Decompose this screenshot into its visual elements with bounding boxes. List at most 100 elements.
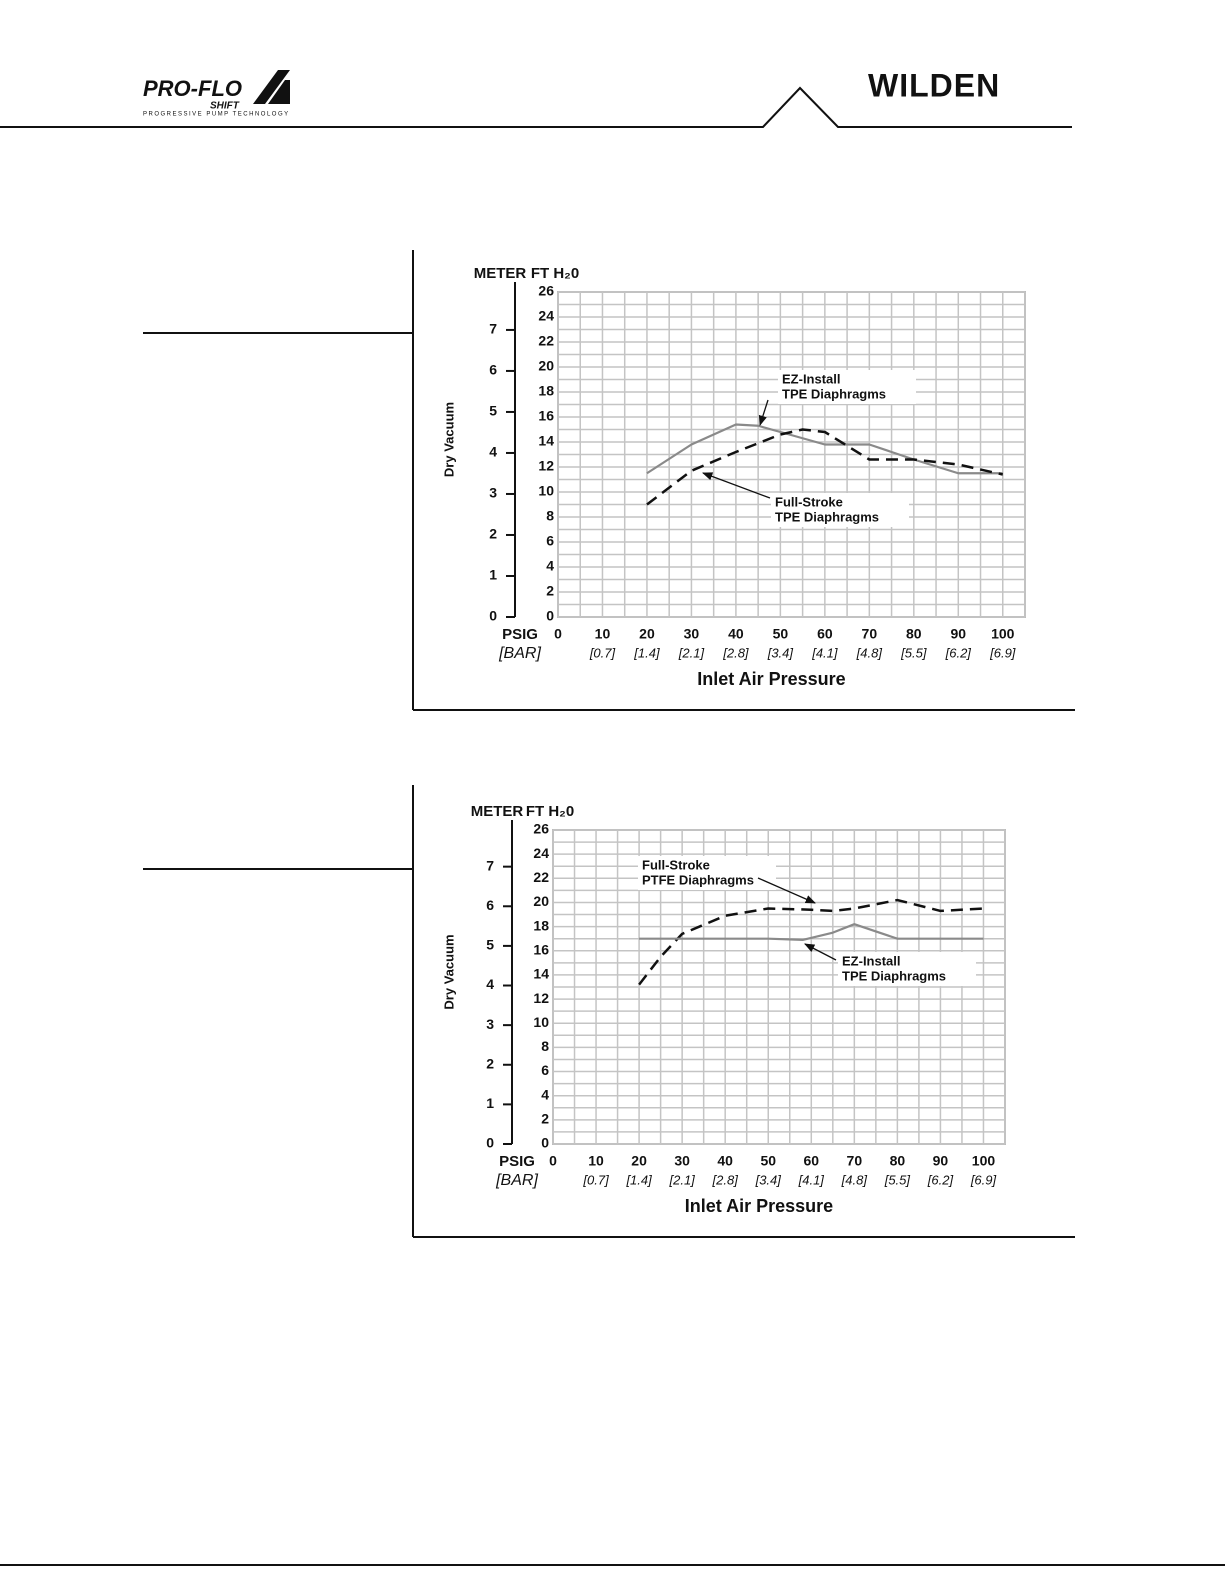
y-tick-label: 14 — [533, 966, 549, 982]
y2-tick-label: 6 — [489, 362, 497, 378]
header-rule — [0, 86, 1072, 128]
y-tick-label: 26 — [538, 283, 554, 299]
annotation-arrow — [804, 943, 837, 961]
x2-tick-label: [0.7] — [589, 645, 616, 660]
y2-tick-label: 4 — [486, 976, 494, 992]
annotation-bg — [771, 493, 909, 527]
y2-tick-label: 7 — [489, 321, 497, 337]
y-tick-label: 12 — [538, 458, 554, 474]
logo-tagline: PROGRESSIVE PUMP TECHNOLOGY — [143, 112, 290, 118]
y-tick-label: 10 — [538, 483, 554, 499]
x-tick-label: 10 — [595, 626, 611, 642]
x-tick-label: 30 — [674, 1153, 690, 1169]
series-line — [646, 428, 1004, 506]
series-line — [646, 423, 1003, 475]
series-label: EZ-Install — [782, 371, 841, 386]
x-tick-label: 0 — [554, 626, 562, 642]
series-line — [639, 923, 984, 941]
x-unit: PSIG — [502, 626, 538, 643]
y2-tick-label: 3 — [489, 485, 497, 501]
x-tick-label: 60 — [803, 1153, 819, 1169]
y-tick-label: 24 — [538, 308, 554, 324]
annotation-bg — [638, 856, 776, 890]
annotation-bg — [838, 952, 976, 986]
y2-tick-label: 6 — [486, 897, 494, 913]
x2-tick-label: [4.8] — [841, 1172, 868, 1187]
x2-tick-label: [6.9] — [970, 1172, 997, 1187]
logo-mark — [253, 70, 290, 104]
y-tick-label: 24 — [533, 845, 549, 861]
y-tick-label: 6 — [541, 1062, 549, 1078]
x2-tick-label: [5.5] — [884, 1172, 911, 1187]
brand: WILDEN — [868, 67, 1000, 103]
x-tick-label: 10 — [588, 1153, 604, 1169]
y-tick-label: 16 — [533, 941, 549, 957]
x-tick-label: 90 — [950, 626, 966, 642]
x2-tick-label: [0.7] — [582, 1172, 609, 1187]
x-axis-title: Inlet Air Pressure — [697, 669, 845, 689]
y-tick-label: 20 — [533, 893, 549, 909]
annotation-arrow — [702, 472, 771, 499]
y-tick-label: 6 — [546, 533, 554, 549]
y-tick-label: 18 — [533, 917, 549, 933]
series-label: PTFE Diaphragms — [642, 872, 754, 887]
y-tick-label: 16 — [538, 408, 554, 424]
x2-tick-label: [1.4] — [625, 1172, 652, 1187]
x-tick-label: 70 — [847, 1153, 863, 1169]
y2-tick-label: 4 — [489, 444, 497, 460]
x-tick-label: 20 — [631, 1153, 647, 1169]
y2-tick-label: 1 — [489, 567, 497, 583]
y-unit: FT H₂0 — [526, 803, 574, 820]
x-tick-label: 80 — [906, 626, 922, 642]
x-axis-title: Inlet Air Pressure — [685, 1196, 833, 1216]
y-tick-label: 22 — [533, 869, 549, 885]
x-tick-label: 80 — [890, 1153, 906, 1169]
annotation-arrow — [758, 399, 769, 426]
x2-tick-label: [6.2] — [927, 1172, 954, 1187]
y-tick-label: 8 — [541, 1038, 549, 1054]
series-label: TPE Diaphragms — [782, 386, 886, 401]
y-axis-title: Dry Vacuum — [441, 402, 456, 477]
y2-tick-label: 5 — [489, 403, 497, 419]
logo: PRO-FLO — [143, 76, 242, 101]
x2-tick-label: [6.9] — [989, 645, 1016, 660]
x2-tick-label: [4.1] — [798, 1172, 825, 1187]
x2-tick-label: [2.1] — [678, 645, 705, 660]
x-tick-label: 0 — [549, 1153, 557, 1169]
y-axis-title: Dry Vacuum — [441, 934, 456, 1009]
series-label: Full-Stroke — [642, 857, 710, 872]
y-tick-label: 4 — [541, 1086, 549, 1102]
y2-unit: METER — [471, 803, 524, 820]
y2-tick-label: 5 — [486, 937, 494, 953]
x2-tick-label: [2.1] — [668, 1172, 695, 1187]
series-label: Full-Stroke — [775, 494, 843, 509]
y2-tick-label: 2 — [486, 1055, 494, 1071]
y2-tick-label: 0 — [489, 608, 497, 624]
annotation-arrow — [757, 877, 816, 904]
x2-unit: [BAR] — [495, 1172, 538, 1189]
x2-tick-label: [1.4] — [633, 645, 660, 660]
series-label: TPE Diaphragms — [842, 968, 946, 983]
y-tick-label: 10 — [533, 1014, 549, 1030]
x-tick-label: 30 — [684, 626, 700, 642]
x-tick-label: 40 — [728, 626, 744, 642]
x2-tick-label: [4.1] — [811, 645, 838, 660]
x-tick-label: 50 — [760, 1153, 776, 1169]
x-tick-label: 100 — [972, 1153, 996, 1169]
y2-tick-label: 1 — [486, 1095, 494, 1111]
y-tick-label: 22 — [538, 333, 554, 349]
y-tick-label: 14 — [538, 433, 554, 449]
y-unit: FT H₂0 — [531, 265, 579, 282]
x-tick-label: 60 — [817, 626, 833, 642]
y2-unit: METER — [474, 265, 527, 282]
x2-tick-label: [4.8] — [856, 645, 883, 660]
x-tick-label: 70 — [862, 626, 878, 642]
x2-tick-label: [5.5] — [900, 645, 927, 660]
x2-tick-label: [3.4] — [755, 1172, 782, 1187]
y-tick-label: 2 — [541, 1111, 549, 1127]
y-tick-label: 4 — [546, 558, 554, 574]
annotation-bg — [778, 370, 916, 404]
x2-tick-label: [6.2] — [945, 645, 972, 660]
